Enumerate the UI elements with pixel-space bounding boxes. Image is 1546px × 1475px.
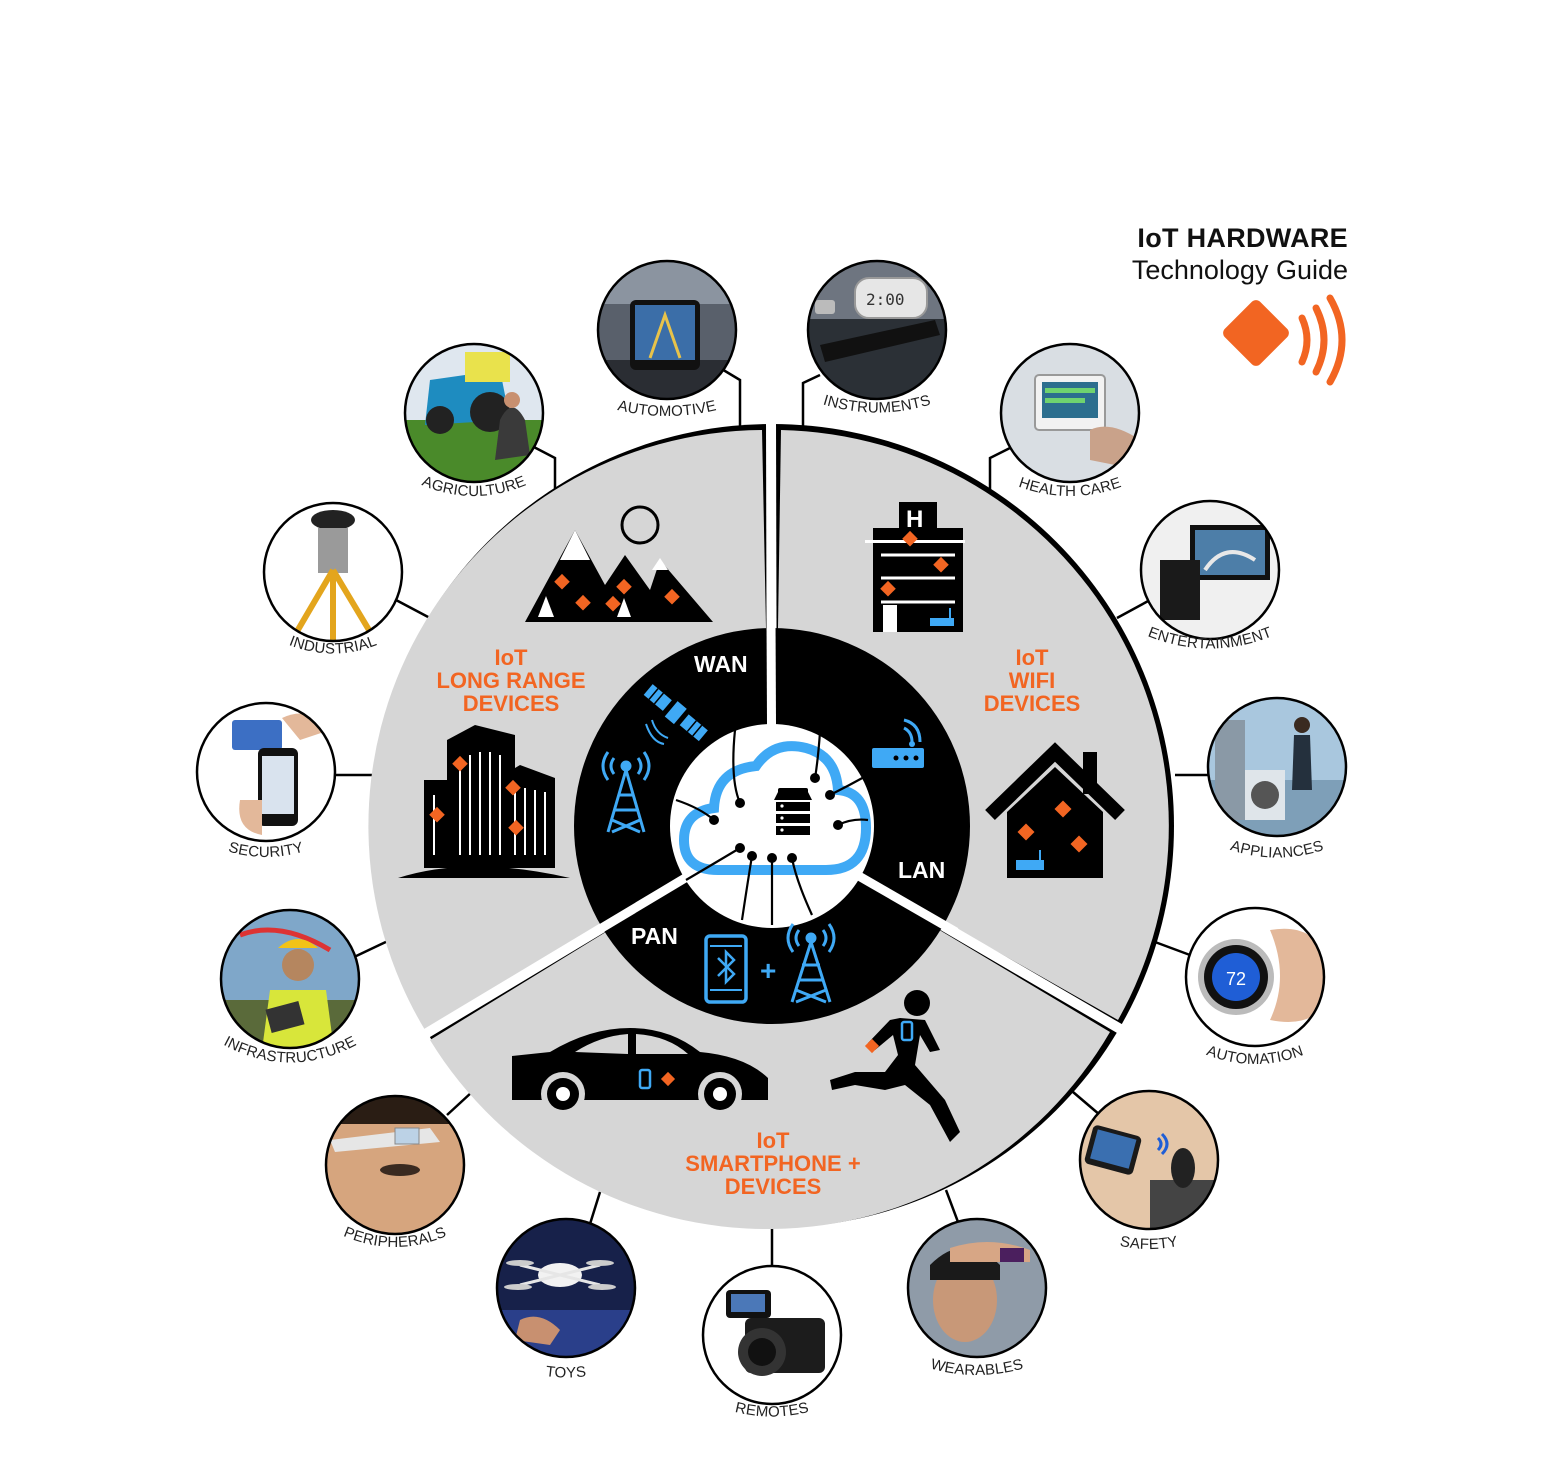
title-block: IoT HARDWARE Technology Guide — [1132, 222, 1348, 286]
medical-monitor-photo — [1001, 344, 1139, 482]
smartphone-title-line3: DEVICES — [725, 1174, 822, 1199]
segment-smartphone — [430, 830, 1110, 1230]
city-buildings-icon — [398, 725, 570, 878]
drone-photo — [497, 1219, 635, 1357]
appliances-photo — [1208, 698, 1346, 836]
long-range-title: IoT LONG RANGE DEVICES — [436, 645, 585, 716]
cloud-icon — [678, 741, 872, 875]
label-safety: SAFETY — [1119, 1233, 1180, 1253]
category-automation[interactable]: 72 — [1184, 906, 1330, 1048]
survey-tripod-photo — [264, 503, 402, 641]
long-range-title-line1: IoT — [495, 645, 529, 670]
smart-thermostat-photo: 72 — [1186, 908, 1324, 1046]
category-remotes[interactable] — [701, 1264, 843, 1406]
house-icon — [985, 742, 1125, 878]
label-remotes: REMOTES — [734, 1399, 811, 1420]
category-wearables[interactable] — [906, 1217, 1048, 1359]
wan-label: WAN — [694, 651, 748, 677]
category-entertainment[interactable] — [1139, 499, 1282, 642]
category-infrastructure[interactable] — [219, 908, 361, 1050]
category-labels: AUTOMOTIVE INSTRUMENTS HEALTH CARE ENTER… — [221, 392, 1325, 1421]
smartphone-title-line1: IoT — [757, 1128, 791, 1153]
category-agriculture[interactable] — [403, 342, 545, 484]
construction-worker-photo — [221, 910, 359, 1048]
connector-lines — [335, 366, 1208, 1266]
page-title: IoT HARDWARE — [1137, 223, 1348, 253]
fitness-band-photo — [908, 1219, 1046, 1357]
category-safety[interactable] — [1078, 1089, 1220, 1240]
tv-photo — [1141, 501, 1279, 639]
wifi-title-line2: WIFI — [1009, 668, 1055, 693]
category-peripherals[interactable] — [324, 1094, 466, 1236]
camera-remote-photo — [703, 1266, 841, 1404]
wifi-title-line1: IoT — [1016, 645, 1050, 670]
long-range-title-line2: LONG RANGE — [436, 668, 585, 693]
category-appliances[interactable] — [1206, 696, 1348, 840]
wifi-title-line3: DEVICES — [984, 691, 1081, 716]
category-industrial[interactable] — [262, 501, 404, 643]
instrument-reading: 2:00 — [866, 290, 905, 309]
svg-text:H: H — [906, 506, 923, 533]
cell-tower-icon — [601, 751, 651, 834]
tractor-photo — [405, 344, 543, 482]
thermostat-reading: 72 — [1226, 969, 1246, 989]
wire-nodes — [709, 773, 843, 863]
category-instruments[interactable]: 2:00 — [806, 259, 948, 401]
wifi-router-icon — [872, 718, 924, 768]
label-security: SECURITY — [227, 839, 305, 861]
smart-glasses-photo — [326, 1096, 464, 1234]
card-reader-phone-photo — [197, 703, 335, 841]
lan-label: LAN — [898, 857, 945, 883]
iot-logo-icon — [1223, 294, 1346, 386]
car-icon — [512, 1028, 768, 1116]
category-automotive[interactable] — [596, 259, 738, 405]
category-health-care[interactable] — [999, 342, 1142, 484]
label-appliances: APPLIANCES — [1229, 837, 1326, 861]
mountains-icon — [525, 505, 713, 622]
wifi-title: IoT WIFI DEVICES — [984, 645, 1081, 716]
toothbrush-timer-photo: 2:00 — [808, 261, 946, 399]
pan-label: PAN — [631, 923, 678, 949]
category-toys[interactable] — [495, 1217, 637, 1360]
bluetooth-phone-icon — [704, 934, 748, 1004]
category-security[interactable] — [195, 701, 339, 843]
page-subtitle: Technology Guide — [1131, 255, 1348, 285]
hospital-icon: H — [865, 502, 965, 632]
server-icon — [774, 788, 812, 835]
runner-icon — [830, 990, 960, 1142]
satellite-icon — [643, 684, 708, 745]
plus-sign: + — [760, 955, 776, 986]
pan-cell-tower-icon — [786, 923, 836, 1004]
smartphone-title-line2: SMARTPHONE + — [685, 1151, 860, 1176]
label-toys: TOYS — [545, 1363, 587, 1381]
label-wearables: WEARABLES — [929, 1356, 1025, 1379]
label-automotive: AUTOMOTIVE — [616, 397, 718, 420]
long-range-title-line3: DEVICES — [463, 691, 560, 716]
smartphone-title: IoT SMARTPHONE + DEVICES — [685, 1128, 860, 1199]
